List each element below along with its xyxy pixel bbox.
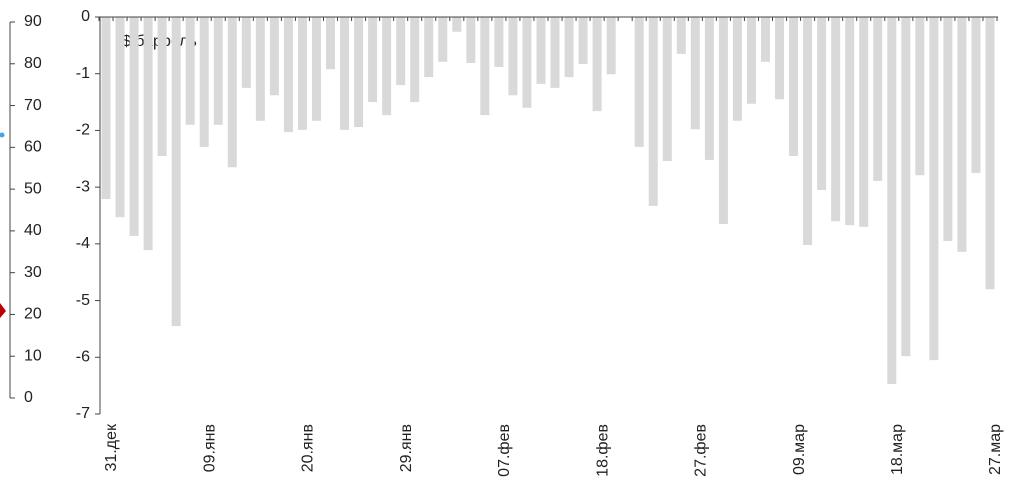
- bar: [424, 17, 434, 78]
- bar: [171, 17, 181, 327]
- bar: [929, 17, 939, 361]
- bar: [915, 17, 925, 176]
- y-tick-label: -3: [76, 178, 90, 195]
- y-tick-label: -6: [76, 349, 90, 366]
- x-tick-label: 07.фев: [496, 424, 513, 477]
- x-tick-label: 29.янв: [398, 424, 415, 472]
- bar: [326, 17, 336, 70]
- bar: [718, 17, 728, 225]
- bar: [845, 17, 855, 226]
- bar: [606, 17, 616, 75]
- bar: [676, 17, 686, 54]
- bar: [227, 17, 237, 168]
- x-tick-label: 20.янв: [300, 424, 317, 472]
- y-tick-label: -2: [76, 122, 90, 139]
- bar: [157, 17, 167, 156]
- y-tick-label: -4: [76, 235, 90, 252]
- bar: [101, 17, 111, 200]
- bar: [592, 17, 602, 112]
- bar: [185, 17, 195, 125]
- bar: [508, 17, 518, 96]
- bar: [283, 17, 293, 133]
- x-tick-label: 18.фев: [594, 424, 611, 477]
- bar: [241, 17, 251, 88]
- bar: [634, 17, 644, 147]
- x-tick-label: 09.янв: [201, 424, 218, 472]
- bar: [354, 17, 364, 128]
- y2-tick-label: 10: [24, 347, 42, 364]
- x-tick-label: 18.мар: [889, 424, 906, 475]
- x-tick-label: 31.дек: [103, 423, 120, 471]
- y2-tick-label: 20: [24, 306, 42, 323]
- bar: [662, 17, 672, 162]
- bar: [901, 17, 911, 357]
- y-tick-label: -5: [76, 292, 90, 309]
- bar: [438, 17, 448, 62]
- bar: [199, 17, 209, 147]
- bar: [452, 17, 462, 32]
- bar: [859, 17, 869, 227]
- bar: [775, 17, 785, 100]
- bar: [943, 17, 953, 242]
- bar: [803, 17, 813, 245]
- y2-tick-label: 60: [24, 139, 42, 156]
- y2-tick-label: 80: [24, 55, 42, 72]
- clipped-marker: [0, 303, 6, 318]
- bar: [578, 17, 588, 65]
- x-tick-label: 27.мар: [987, 424, 1004, 475]
- y-tick-label: -7: [76, 405, 90, 422]
- bar: [536, 17, 546, 84]
- bar: [143, 17, 153, 251]
- bar: [873, 17, 883, 181]
- bar: [115, 17, 125, 218]
- bar: [340, 17, 350, 130]
- y2-tick-label: 70: [24, 97, 42, 114]
- bar: [817, 17, 827, 190]
- bar: [985, 17, 995, 290]
- bar: [957, 17, 967, 252]
- bar: [129, 17, 139, 236]
- y2-tick-label: 30: [24, 264, 42, 281]
- bar: [213, 17, 223, 125]
- bar: [887, 17, 897, 384]
- bar: [971, 17, 981, 173]
- bar: [564, 17, 574, 78]
- y2-tick-label: 90: [24, 13, 42, 30]
- bar: [690, 17, 700, 130]
- bar: [466, 17, 476, 63]
- bar: [255, 17, 265, 121]
- bar: [760, 17, 770, 62]
- bar: [410, 17, 420, 103]
- bar: [831, 17, 841, 222]
- y2-tick-label: 50: [24, 180, 42, 197]
- bar: [297, 17, 307, 130]
- bar: [550, 17, 560, 88]
- bar: [480, 17, 490, 116]
- bar: [732, 17, 742, 121]
- bar: [789, 17, 799, 156]
- y2-tick-label: 0: [24, 389, 33, 406]
- y2-tick-label: 40: [24, 222, 42, 239]
- bar: [269, 17, 279, 96]
- bar: [648, 17, 658, 206]
- bar: [746, 17, 756, 104]
- bar: [522, 17, 532, 108]
- x-tick-label: 09.мар: [791, 424, 808, 475]
- y-tick-label: 0: [81, 8, 90, 25]
- bar: [494, 17, 504, 67]
- bar: [311, 17, 321, 121]
- bar: [704, 17, 714, 160]
- y-tick-label: -1: [76, 65, 90, 82]
- bar: [396, 17, 406, 86]
- clipped-marker: [0, 132, 5, 138]
- bar: [368, 17, 378, 103]
- x-tick-label: 27.фев: [693, 424, 710, 477]
- bar: [382, 17, 392, 116]
